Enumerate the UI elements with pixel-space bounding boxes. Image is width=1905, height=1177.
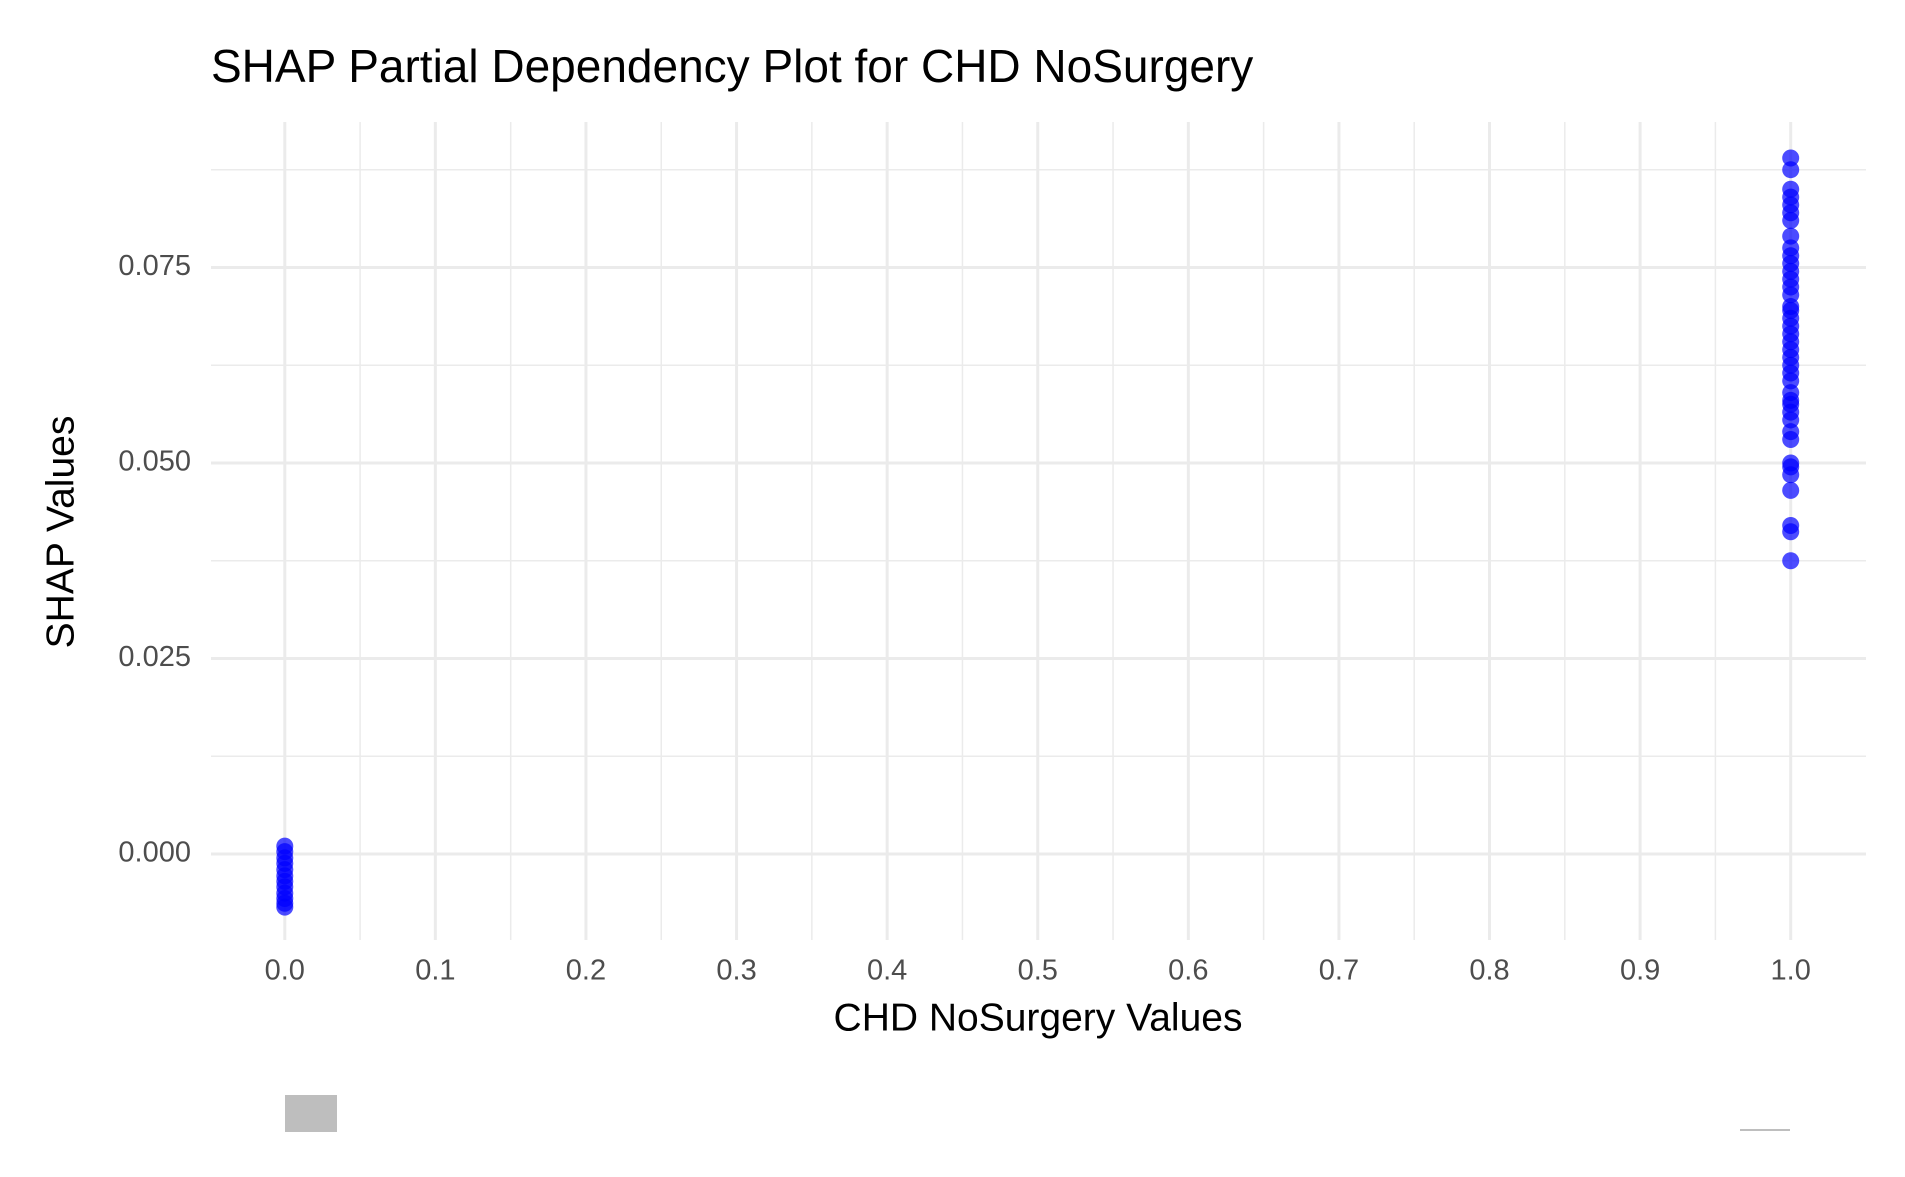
x-tick-label: 0.8 — [1469, 955, 1509, 987]
point — [1782, 227, 1800, 245]
x-tick-label: 0.4 — [867, 955, 907, 987]
x-tick-label: 0.3 — [716, 955, 756, 987]
x-axis-title: CHD NoSurgery Values — [834, 996, 1243, 1039]
point — [1782, 384, 1800, 402]
y-tick-label: 0.000 — [118, 837, 191, 869]
x-tick-label: 0.9 — [1620, 955, 1660, 987]
point — [1782, 517, 1800, 535]
point — [1782, 239, 1800, 257]
point — [276, 898, 294, 916]
point — [1782, 149, 1800, 167]
point — [1782, 161, 1800, 179]
x-tick-label: 0.6 — [1168, 955, 1208, 987]
point — [1782, 180, 1800, 198]
point — [1782, 552, 1800, 570]
x-tick-label: 0.2 — [566, 955, 606, 987]
point — [1782, 298, 1800, 316]
y-tick-label: 0.025 — [118, 641, 191, 673]
x-tick-label: 0.0 — [265, 955, 305, 987]
x-tick-label: 0.7 — [1319, 955, 1359, 987]
y-axis-title: SHAP Values — [39, 416, 82, 649]
x-tick-label: 0.1 — [415, 955, 455, 987]
point — [1782, 481, 1800, 499]
x-tick-label: 1.0 — [1771, 955, 1811, 987]
chart-title: SHAP Partial Dependency Plot for CHD NoS… — [211, 40, 1253, 92]
point — [1782, 423, 1800, 441]
x-tick-label: 0.5 — [1018, 955, 1058, 987]
legend-key — [285, 1095, 337, 1132]
y-tick-label: 0.050 — [118, 446, 191, 478]
y-tick-label: 0.075 — [118, 250, 191, 282]
point — [1782, 454, 1800, 472]
